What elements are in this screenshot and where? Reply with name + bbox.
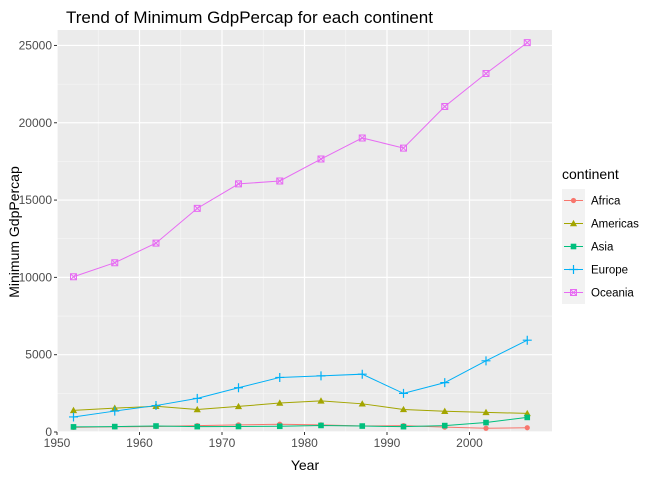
legend-label-asia: Asia [591, 242, 614, 254]
data-point-oceania [193, 204, 201, 212]
legend-item-oceania: Oceania [562, 281, 634, 304]
data-point-oceania [317, 155, 325, 163]
data-point-europe [316, 371, 326, 381]
x-tick-label: 1970 [209, 436, 236, 450]
data-point-americas [234, 402, 243, 410]
data-point-asia [235, 423, 242, 430]
legend-label-oceania: Oceania [591, 288, 634, 300]
y-tick-label: 25000 [19, 38, 53, 52]
data-point-oceania [523, 39, 531, 47]
data-point-americas [399, 405, 408, 413]
x-axis-title: Year [291, 457, 320, 473]
data-point-asia [441, 422, 448, 429]
series-oceania [70, 39, 531, 281]
legend-item-asia: Asia [562, 235, 614, 258]
series-asia [70, 414, 531, 430]
data-point-asia [318, 422, 324, 429]
data-point-asia [400, 423, 407, 430]
data-point-asia [111, 423, 118, 430]
data-point-americas [358, 400, 366, 407]
grid-lines [56, 30, 552, 433]
data-point-europe [440, 378, 450, 388]
data-point-oceania [111, 259, 119, 267]
y-tick-label: 15000 [19, 193, 53, 207]
y-axis-title: Minimum GdpPercap [6, 166, 22, 298]
legend-title: continent [562, 166, 619, 182]
legend-item-europe: Europe [562, 258, 628, 281]
data-point-europe [151, 401, 161, 411]
x-tick-label: 2000 [456, 436, 483, 450]
chart-title: Trend of Minimum GdpPercap for each cont… [66, 8, 433, 27]
data-point-europe [192, 393, 202, 403]
data-point-europe [522, 335, 532, 345]
data-point-asia [194, 423, 201, 430]
data-point-europe [69, 412, 78, 422]
data-point-asia [524, 414, 531, 421]
data-point-asia [359, 423, 366, 429]
data-point-americas [441, 407, 449, 414]
legend-label-europe: Europe [591, 265, 628, 277]
legend-item-africa: Africa [562, 189, 621, 212]
x-tick-label: 1960 [126, 436, 153, 450]
legend-item-americas: Americas [562, 212, 639, 235]
x-tick-label: 1950 [44, 436, 71, 450]
x-tick-label: 1980 [291, 436, 318, 450]
data-point-africa [483, 425, 489, 431]
data-point-oceania [482, 69, 490, 77]
y-tick-label: 20000 [19, 116, 53, 130]
legend-key-marker-americas [569, 219, 578, 227]
series-layer [69, 39, 532, 431]
data-point-americas [317, 397, 325, 404]
data-point-oceania [152, 239, 160, 247]
data-point-asia [276, 423, 283, 430]
series-line-europe [73, 339, 528, 418]
data-point-europe [481, 356, 491, 366]
data-point-oceania [400, 144, 407, 152]
legend-key-marker-oceania [570, 289, 577, 296]
data-point-oceania [358, 134, 366, 142]
data-point-oceania [441, 103, 449, 111]
axes: 1950 1960 1970 1980 1990 20000500010000150002… [19, 38, 484, 450]
series-europe [69, 335, 532, 422]
data-point-americas [523, 409, 531, 417]
legend-key-marker-africa [570, 197, 577, 204]
data-point-africa [524, 425, 530, 431]
legend-key-marker-europe [569, 265, 578, 274]
legend-label-africa: Africa [591, 196, 621, 208]
legend-key-marker-asia [570, 243, 577, 250]
data-point-americas [276, 399, 284, 406]
y-tick-label: 5000 [25, 348, 52, 362]
data-point-asia [483, 419, 489, 426]
legend: continent Africa Americas Asia Europe Oceani… [562, 166, 639, 304]
data-point-americas [193, 405, 201, 413]
data-point-asia [70, 424, 77, 430]
data-point-europe [110, 406, 120, 416]
data-point-asia [153, 423, 159, 429]
data-point-americas [69, 406, 78, 414]
series-line-asia [73, 416, 528, 428]
y-tick-label: 0 [45, 425, 52, 439]
x-tick-label: 1990 [374, 436, 401, 450]
data-point-oceania [276, 177, 284, 185]
data-point-americas [482, 408, 490, 416]
data-point-europe [357, 369, 367, 379]
data-point-oceania [70, 273, 77, 281]
legend-label-americas: Americas [591, 219, 639, 231]
y-tick-label: 10000 [19, 270, 53, 284]
data-point-europe [234, 383, 243, 393]
data-point-europe [399, 388, 408, 398]
data-point-europe [275, 372, 285, 382]
data-point-oceania [235, 180, 242, 188]
series-line-oceania [73, 42, 528, 278]
